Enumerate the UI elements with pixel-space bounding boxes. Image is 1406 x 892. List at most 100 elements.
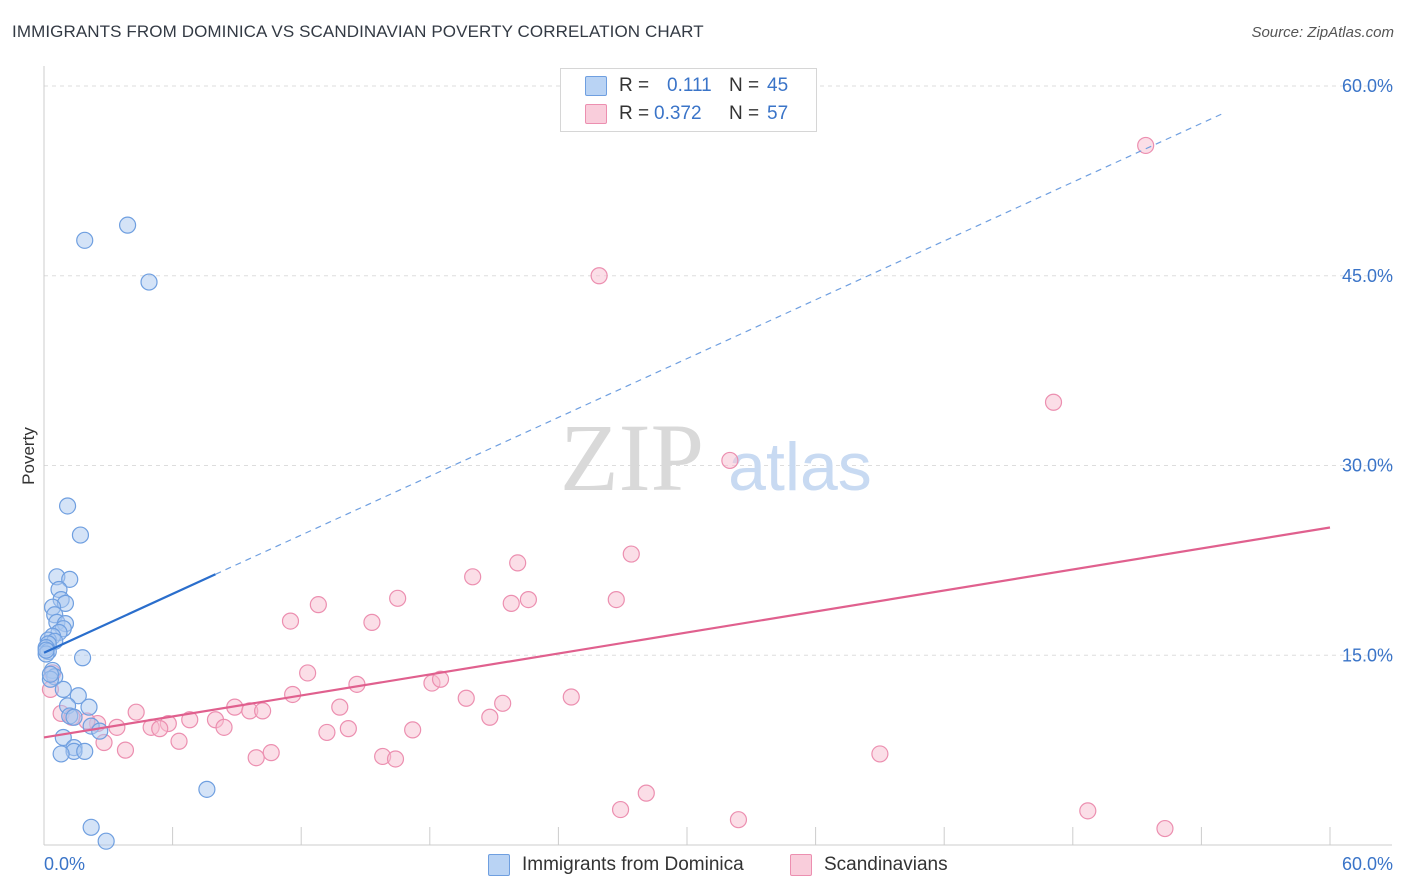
data-point [127,703,145,721]
n-value: 45 [767,75,789,96]
trend-line-dominica [43,573,216,654]
data-point [116,741,135,759]
correlation-legend: R = 0.111 N = 45 R = 0.372 N = 57 [560,68,817,132]
watermark-zip: ZIP [560,404,704,511]
data-point [519,590,537,609]
data-point [73,649,92,667]
data-point [76,231,94,249]
trend-lines [43,112,1331,739]
trend-line-scandinavians [43,526,1331,739]
data-point [502,594,520,612]
data-point [481,708,499,726]
data-point [181,711,199,729]
data-point [118,216,137,234]
data-point [41,665,60,683]
data-point [80,698,98,716]
data-point [431,670,450,688]
data-point [494,694,512,712]
data-point [622,545,640,563]
legend-item-scandinavians: Scandinavians [790,852,948,878]
r-label: R = [619,103,650,124]
data-point [1079,802,1097,820]
x-tick-label: 60.0% [1342,854,1393,874]
data-point [590,267,608,285]
gridlines [44,85,1392,656]
data-point [363,613,381,631]
data-point [254,702,272,720]
data-point [464,568,482,586]
dominica-points [37,216,216,850]
data-point [562,688,580,706]
data-point [309,596,327,614]
data-point [611,800,630,819]
y-tick-label: 30.0% [1342,456,1393,476]
pink-swatch [790,854,812,876]
data-point [1137,136,1155,155]
data-point [721,451,739,470]
data-point [69,687,87,705]
data-point [198,780,216,798]
data-point [404,721,422,739]
data-point [91,722,109,740]
data-point [52,745,70,763]
legend-item-dominica: Immigrants from Dominica [488,852,744,878]
data-point [58,497,77,515]
data-point [509,554,527,572]
data-point [61,570,79,588]
data-point [82,818,100,836]
source-label: Source: ZipAtlas.com [1251,24,1394,41]
data-point [71,526,90,544]
y-tick-label: 60.0% [1342,76,1393,96]
data-point [170,732,188,750]
y-tick-label: 45.0% [1342,266,1393,286]
data-point [54,680,72,699]
data-point [76,742,94,760]
chart-title: IMMIGRANTS FROM DOMINICA VS SCANDINAVIAN… [12,22,704,41]
data-point [729,811,748,829]
legend-label: Scandinavians [824,854,948,875]
y-tick-label: 15.0% [1342,645,1393,665]
data-point [637,784,655,802]
x-tick-label: 0.0% [44,854,85,874]
data-point [331,698,349,716]
data-point [151,720,169,738]
watermark-atlas: atlas [728,429,872,505]
tick-labels: 15.0% 30.0% 45.0% 60.0% 0.0% 60.0% [44,76,1393,874]
watermark: ZIP atlas [560,404,872,511]
data-point [37,641,55,659]
legend-label: Immigrants from Dominica [522,854,744,875]
data-point [281,612,300,630]
data-point [389,589,407,607]
data-point [1044,393,1063,411]
scandinavians-points [41,136,1174,838]
data-point [65,708,83,726]
axes [43,66,1392,846]
data-point [299,664,317,682]
data-point [215,718,233,736]
n-label: N = [729,75,760,96]
n-value: 57 [767,103,789,124]
r-value: 0.372 [654,103,702,124]
blue-swatch [585,76,607,96]
data-point [457,689,475,707]
data-point [247,749,265,767]
r-label: R = [619,75,650,96]
data-point [607,590,625,609]
data-point [1156,819,1174,838]
data-point [348,675,366,693]
n-label: N = [729,103,760,124]
data-point [386,750,405,768]
pink-swatch [585,104,607,124]
data-point [284,685,302,704]
r-value: 0.111 [667,75,712,96]
trend-line-dominica-extended [215,112,1224,575]
y-axis-label: Poverty [19,427,38,485]
data-point [318,723,336,742]
data-point [339,720,357,738]
data-point [262,744,280,762]
data-point [871,745,889,763]
data-point [97,832,115,850]
blue-swatch [488,854,510,876]
data-point [140,273,158,291]
